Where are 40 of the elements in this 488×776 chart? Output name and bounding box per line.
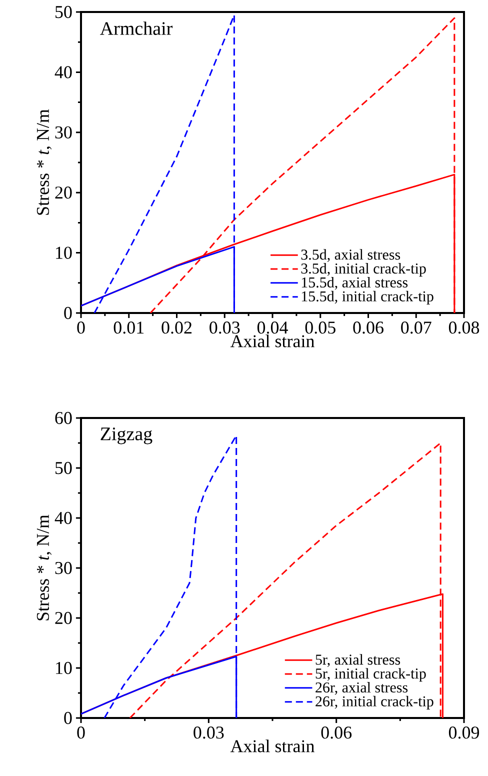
x-tick-label: 0.02 — [162, 322, 192, 334]
x-tick-label: 0.09 — [448, 726, 480, 739]
y-tick-label: 30 — [55, 126, 72, 138]
y-tick-label: 30 — [55, 562, 72, 574]
y-tick-label: 0 — [64, 306, 72, 320]
x-tick-label: 0.07 — [401, 322, 432, 334]
x-axis-title: Axial strain — [230, 334, 314, 348]
y-tick-label: 20 — [55, 612, 72, 624]
legend-label: 5r, axial stress — [316, 654, 400, 667]
x-axis-title: Axial strain — [230, 740, 314, 752]
y-axis-title: Stress *t, N/m — [36, 109, 52, 215]
x-tick-label: 0.03 — [194, 726, 224, 739]
legend-label: 3.5d, axial stress — [301, 249, 400, 262]
legend-label: 26r, initial crack-tip — [316, 696, 434, 710]
y-tick-label: 50 — [56, 6, 72, 18]
legend-label: 15.5d, axial stress — [302, 276, 408, 290]
y-tick-label: 0 — [64, 712, 72, 724]
y-tick-label: 40 — [54, 512, 72, 524]
y-tick-label: 40 — [54, 66, 72, 78]
x-tick-label: 0.08 — [448, 322, 480, 334]
y-tick-label: 10 — [56, 662, 72, 674]
x-tick-label: 0 — [77, 726, 85, 739]
y-axis-title: Stress *t, N/m — [36, 514, 52, 620]
chart-title: Zigzag — [100, 428, 152, 444]
y-tick-label: 60 — [55, 412, 72, 424]
y-tick-label: 20 — [55, 186, 72, 199]
x-tick-label: 0.01 — [114, 322, 144, 334]
legend-label: 15.5d, initial crack-tip — [302, 290, 434, 304]
x-tick-label: 0.03 — [210, 322, 240, 334]
legend-label: 3.5d, initial crack-tip — [301, 263, 426, 277]
x-tick-label: 0.06 — [321, 726, 352, 739]
legend-label: 5r, initial crack-tip — [316, 668, 426, 682]
y-tick-label: 50 — [56, 462, 72, 474]
x-tick-label: 0.06 — [353, 322, 384, 334]
x-tick-label: 0.04 — [257, 322, 288, 334]
x-tick-label: 0 — [77, 322, 85, 334]
legend-label: 26r, axial stress — [316, 682, 408, 695]
x-tick-label: 0.05 — [305, 322, 336, 334]
y-tick-label: 10 — [56, 246, 72, 259]
chart-title: Armchair — [100, 22, 172, 35]
